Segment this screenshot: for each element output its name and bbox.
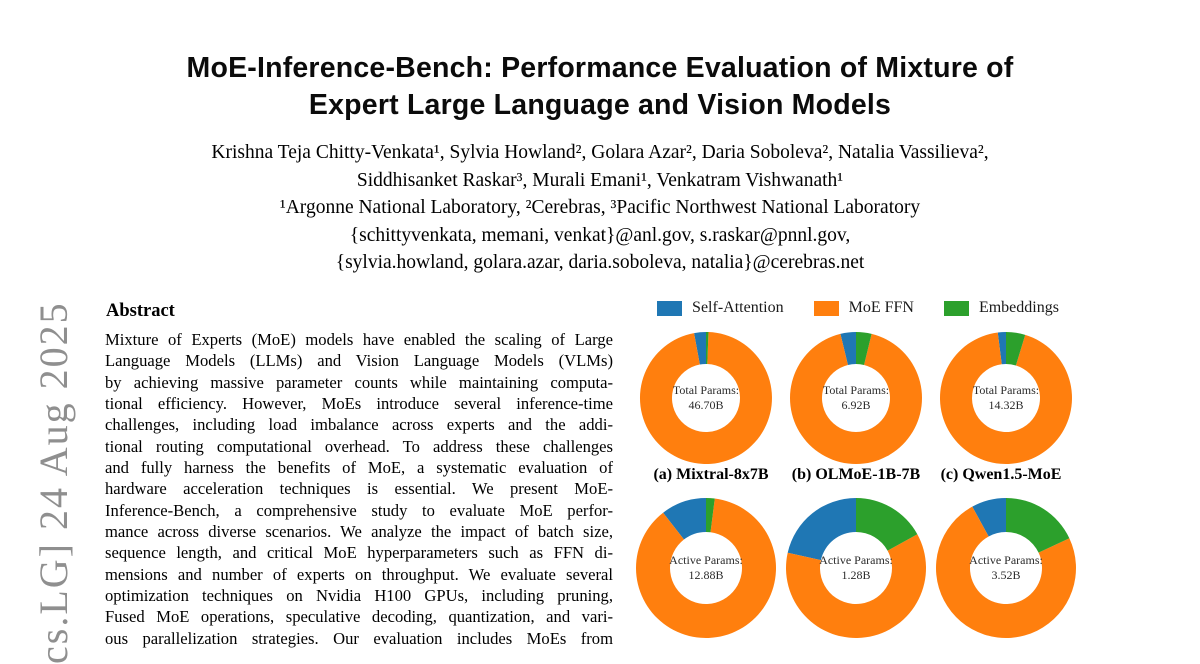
legend-item-embeddings: Embeddings [943, 299, 1059, 317]
donut-chart-mixtral-total: Total Params: 46.70B [639, 331, 773, 465]
donut-center-label: Total Params: 14.32B [939, 331, 1073, 465]
donut-center-label: Active Params: 3.52B [935, 497, 1077, 639]
donut-center-line1: Total Params: [822, 383, 890, 397]
abstract-line: Language Models (LLMs) and Vision Langua… [105, 351, 613, 371]
donut-rings [936, 498, 1077, 639]
abstract-line: optimization techniques on Nvidia H100 G… [105, 586, 613, 606]
donut-rings [786, 498, 927, 639]
donut-rings [639, 332, 772, 465]
abstract-line: sequence length, and critical MoE hyperp… [105, 543, 613, 563]
abstract-line: and fully harness the benefits of MoE, a… [105, 458, 613, 478]
donut-center-label: Total Params: 6.92B [789, 331, 923, 465]
title-block: MoE-Inference-Bench: Performance Evaluat… [100, 50, 1100, 277]
caption-b: (b) OLMoE-1B-7B [791, 466, 921, 483]
embeddings-swatch-icon [943, 300, 969, 316]
donut-chart-qwen-active: Active Params: 3.52B [935, 497, 1077, 639]
donut-chart-qwen-total: Total Params: 14.32B [939, 331, 1073, 465]
abstract-line: ous parallelization strategies. Our eval… [105, 628, 613, 648]
legend-item-self-attention: Self-Attention [657, 299, 784, 317]
donut-center-label: Total Params: 46.70B [639, 331, 773, 465]
abstract-line: Inference-Bench, a comprehensive study t… [105, 500, 613, 520]
emails-line-1: {schittyvenkata, memani, venkat}@anl.gov… [349, 224, 851, 246]
abstract-line: mance across diverse scenarios. We analy… [105, 522, 613, 542]
legend-label: MoE FFN [848, 299, 914, 316]
figure-legend: Self-Attention MoE FFN Embeddings [630, 299, 1086, 317]
authors-line-1: Krishna Teja Chitty-Venkata¹, Sylvia How… [211, 142, 989, 163]
abstract-line: Fused MoE operations, speculative decodi… [105, 607, 613, 627]
emails-line-2: {sylvia.howland, golara.azar, daria.sobo… [335, 252, 865, 273]
title-line-1: MoE-Inference-Bench: Performance Evaluat… [186, 52, 1014, 84]
donut-rings [790, 332, 922, 464]
donut-center-line2: 1.28B [841, 568, 871, 582]
donut-center-label: Active Params: 12.88B [635, 497, 777, 639]
donut-center-line1: Total Params: [672, 383, 740, 397]
abstract-line: Mixture of Experts (MoE) models have ena… [105, 330, 613, 349]
affiliations: ¹Argonne National Laboratory, ²Cerebras,… [279, 197, 921, 218]
donut-rings [939, 332, 1072, 465]
page-title: MoE-Inference-Bench: Performance Evaluat… [100, 50, 1100, 124]
abstract-heading: Abstract [106, 301, 175, 321]
author-block: Krishna Teja Chitty-Venkata¹, Sylvia How… [100, 139, 1100, 277]
abstract-section: Abstract Mixture of Experts (MoE) models… [105, 301, 613, 649]
caption-a: (a) Mixtral-8x7B [653, 466, 769, 483]
moe-ffn-swatch-icon [813, 300, 839, 316]
paper-page: { "arxiv_stamp": { "text": "cs.LG] 24 Au… [31, 50, 1100, 664]
donut-chart-olmoe-total: Total Params: 6.92B [789, 331, 923, 465]
legend-label: Embeddings [978, 299, 1059, 316]
donut-row-active-params: Active Params: 12.88B Active Params: 1.2… [635, 497, 1077, 639]
donut-center-line2: 14.32B [988, 398, 1024, 412]
abstract-line: challenges, including load imbalance acr… [105, 415, 613, 435]
donut-center-line1: Total Params: [972, 383, 1040, 397]
caption-c: (c) Qwen1.5-MoE [940, 466, 1062, 483]
donut-center-line2: 3.52B [991, 568, 1021, 582]
donut-center-line1: Active Params: [669, 553, 743, 567]
donut-chart-mixtral-active: Active Params: 12.88B [635, 497, 777, 639]
abstract-line: mensions and number of experts on throug… [105, 564, 613, 584]
donut-chart-olmoe-active: Active Params: 1.28B [785, 497, 927, 639]
arxiv-stamp: cs.LG] 24 Aug 2025 [31, 301, 76, 664]
abstract-line: by achieving massive parameter counts wh… [105, 372, 613, 392]
abstract-line: hardware acceleration techniques is esse… [105, 479, 613, 499]
donut-rings [636, 498, 777, 638]
authors-line-2: Siddhisanket Raskar³, Murali Emani¹, Ven… [356, 169, 844, 191]
figure-captions: (a) Mixtral-8x7B (b) OLMoE-1B-7B (c) Qwe… [639, 466, 1073, 484]
donut-center-line2: 12.88B [688, 568, 724, 582]
legend-item-moe-ffn: MoE FFN [813, 299, 914, 317]
donut-center-label: Active Params: 1.28B [785, 497, 927, 639]
abstract-line: tional efficiency. However, MoEs introdu… [105, 394, 613, 414]
donut-center-line1: Active Params: [969, 553, 1043, 567]
title-line-2: Expert Large Language and Vision Models [308, 89, 892, 121]
donut-center-line2: 6.92B [841, 398, 871, 412]
legend-label: Self-Attention [692, 299, 784, 316]
abstract-line: tional routing computational overhead. T… [105, 436, 613, 456]
donut-row-total-params: Total Params: 46.70B Total Params: 6.92B… [639, 331, 1073, 465]
donut-center-line1: Active Params: [819, 553, 893, 567]
self-attention-swatch-icon [657, 300, 683, 316]
donut-center-line2: 46.70B [688, 398, 724, 412]
